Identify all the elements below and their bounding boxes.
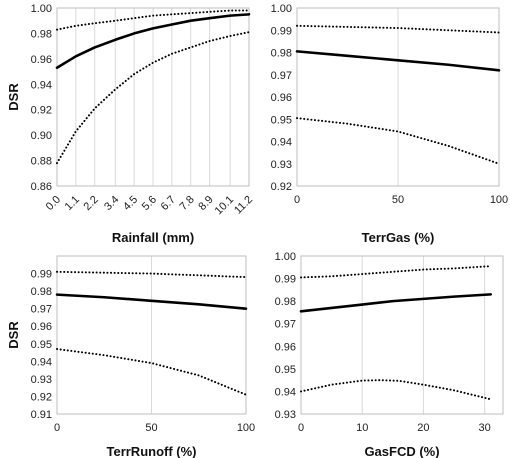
gasfcd-ytick-label: 0.94 (275, 386, 296, 398)
terrrunoff-estimate-line (55, 293, 248, 310)
rainfall-lower-bound-line (56, 31, 250, 165)
gasfcd-lower-bound-line (300, 379, 492, 401)
rainfall-panel: 0.86 0.88 0.90 0.92 0.94 0.96 0.98 1.00 0.0 1.1 2.… (6, 3, 255, 245)
terrgas-ytick-label: 0.98 (271, 48, 292, 60)
terrgas-ytick-label: 0.99 (271, 25, 292, 37)
terrrunoff-ytick-label: 0.95 (31, 339, 52, 351)
gasfcd-plot-frame (300, 255, 504, 415)
terrgas-ytick-label: 0.97 (271, 70, 292, 82)
terrgas-plot-frame (296, 7, 500, 187)
rainfall-x-axis-title: Rainfall (mm) (112, 230, 194, 245)
rainfall-ytick-label: 0.98 (31, 28, 52, 40)
gasfcd-ytick-label: 0.98 (275, 296, 296, 308)
terrrunoff-plot-frame (56, 255, 247, 415)
terrgas-ytick-label: 1.00 (271, 3, 292, 15)
gasfcd-ytick-label: 0.97 (275, 319, 296, 331)
terrrunoff-ytick-label: 0.96 (31, 321, 52, 333)
terrgas-ytick-label: 0.94 (271, 137, 292, 149)
terrrunoff-lower-bound-line (56, 348, 247, 396)
terrrunoff-panel: 0.91 0.92 0.93 0.94 0.95 0.96 0.97 0.98 0.99 0 50 1… (6, 255, 255, 458)
terrgas-ytick-label: 0.95 (271, 114, 292, 126)
gasfcd-estimate-line (299, 293, 493, 313)
terrrunoff-xtick-label: 100 (237, 422, 255, 434)
terrrunoff-xtick-label: 0 (54, 422, 60, 434)
rainfall-xtick-label: 3.4 (102, 194, 121, 213)
gasfcd-ytick-label: 0.95 (275, 364, 296, 376)
rainfall-xtick-label: 2.2 (82, 194, 101, 213)
gasfcd-xtick-label: 20 (417, 422, 429, 434)
rainfall-xtick-label: 0.0 (44, 194, 63, 213)
rainfall-xtick-label: 10.1 (213, 194, 237, 218)
gasfcd-ytick-label: 0.96 (275, 341, 296, 353)
terrgas-xtick-label: 100 (490, 194, 508, 206)
gasfcd-ytick-label: 0.93 (275, 409, 296, 421)
terrrunoff-x-axis-title: TerrRunoff (%) (106, 444, 196, 458)
terrrunoff-ytick-label: 0.99 (31, 269, 52, 281)
terrgas-estimate-line (295, 50, 501, 72)
gasfcd-x-axis-title: GasFCD (%) (364, 444, 439, 458)
terrgas-ytick-label: 0.92 (271, 181, 292, 193)
terrrunoff-ytick-label: 0.93 (31, 374, 52, 386)
terrgas-xtick-label: 50 (392, 194, 404, 206)
rainfall-y-axis-title: DSR (6, 83, 21, 111)
gasfcd-xtick-label: 0 (298, 422, 304, 434)
rainfall-xtick-label: 6.7 (159, 194, 178, 213)
rainfall-ytick-label: 0.96 (31, 54, 52, 66)
terrgas-lower-bound-line (296, 117, 500, 165)
terrrunoff-ytick-label: 0.97 (31, 304, 52, 316)
rainfall-ytick-label: 0.92 (31, 105, 52, 117)
rainfall-ytick-label: 1.00 (31, 3, 52, 15)
terrgas-x-axis-title: TerrGas (%) (362, 230, 435, 245)
terrrunoff-ytick-label: 0.92 (31, 391, 52, 403)
rainfall-plot-frame (56, 7, 250, 187)
terrgas-ytick-label: 0.96 (271, 92, 292, 104)
gasfcd-xtick-label: 30 (479, 422, 491, 434)
terrgas-upper-bound-line (296, 24, 500, 34)
rainfall-estimate-line (55, 13, 251, 70)
terrgas-ytick-label: 0.93 (271, 159, 292, 171)
gasfcd-ytick-label: 0.99 (275, 274, 296, 286)
rainfall-ytick-label: 0.94 (31, 79, 52, 91)
terrrunoff-xtick-label: 50 (145, 422, 157, 434)
rainfall-ytick-label: 0.90 (31, 130, 52, 142)
terrrunoff-upper-bound-line (56, 270, 247, 279)
rainfall-ytick-label: 0.86 (31, 181, 52, 193)
rainfall-xtick-label: 4.5 (121, 194, 140, 213)
gasfcd-ytick-label: 1.00 (275, 251, 296, 263)
terrgas-xtick-label: 0 (294, 194, 300, 206)
rainfall-xtick-label: 11.2 (232, 194, 255, 217)
terrrunoff-ytick-label: 0.91 (31, 409, 52, 421)
gasfcd-xtick-label: 10 (356, 422, 368, 434)
gasfcd-panel: 0.93 0.94 0.95 0.96 0.97 0.98 0.99 1.00 0 10 20 30 G… (275, 251, 504, 458)
gasfcd-upper-bound-line (300, 265, 492, 279)
rainfall-xtick-label: 5.6 (140, 194, 159, 213)
rainfall-xtick-label: 7.8 (178, 194, 197, 213)
terrrunoff-ytick-label: 0.94 (31, 356, 52, 368)
rainfall-upper-bound-line (56, 9, 250, 31)
terrgas-panel: 0.92 0.93 0.94 0.95 0.96 0.97 0.98 0.99 1.00 0 50 1… (271, 3, 509, 245)
terrrunoff-ytick-label: 0.98 (31, 286, 52, 298)
terrrunoff-y-axis-title: DSR (6, 321, 21, 349)
rainfall-ytick-label: 0.88 (31, 156, 52, 168)
rainfall-xtick-label: 1.1 (63, 194, 82, 213)
